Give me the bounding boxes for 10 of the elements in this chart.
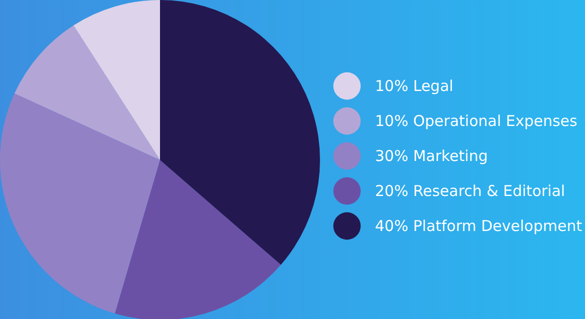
legend-label: 30% Marketing xyxy=(375,147,488,165)
pie-slice xyxy=(14,25,160,160)
legend-label: 10% Operational Expenses xyxy=(375,112,578,130)
pie-slice xyxy=(160,0,320,265)
legend-label: 40% Platform Development xyxy=(375,217,582,235)
pie-slice xyxy=(73,0,160,160)
legend-label: 20% Research & Editorial xyxy=(375,182,566,200)
pie-slice xyxy=(0,94,160,314)
legend-label: 10% Legal xyxy=(375,77,454,95)
pie-slice xyxy=(114,160,281,319)
